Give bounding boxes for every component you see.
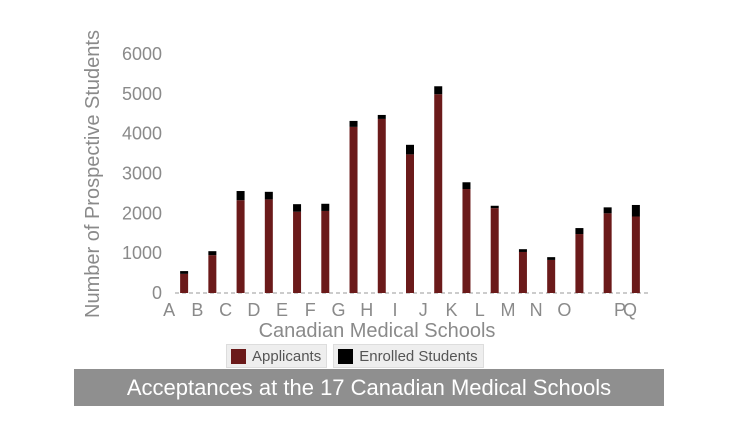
bar-enrolled [462, 182, 471, 190]
bar-applicants [180, 273, 189, 293]
bar-applicants [264, 199, 273, 293]
chart-title: Acceptances at the 17 Canadian Medical S… [74, 369, 664, 406]
bar-applicants [603, 213, 612, 293]
bar-enrolled [208, 251, 217, 256]
legend-item-enrolled: Enrolled Students [333, 344, 484, 368]
y-tick-label: 1000 [122, 243, 162, 263]
x-tick-label: J [419, 300, 428, 320]
x-tick-label: M [500, 300, 515, 320]
bar-enrolled [575, 228, 584, 235]
bar-enrolled [603, 207, 612, 214]
bar-applicants [377, 118, 386, 293]
y-tick-label: 0 [152, 283, 162, 303]
x-tick-label: B [191, 300, 203, 320]
bar-enrolled [180, 271, 189, 274]
x-tick-label: D [247, 300, 260, 320]
bar-applicants [575, 234, 584, 293]
y-tick-label: 5000 [122, 84, 162, 104]
x-axis-label: Canadian Medical Schools [259, 320, 496, 342]
bar-enrolled [490, 205, 499, 209]
y-axis-ticks: 0 1000 2000 3000 4000 5000 6000 [122, 44, 162, 303]
bar-enrolled [349, 120, 358, 127]
x-tick-label: H [360, 300, 373, 320]
bar-applicants [208, 255, 217, 293]
legend-item-applicants: Applicants [226, 344, 328, 368]
bar-enrolled [377, 114, 386, 119]
legend-swatch-enrolled [338, 348, 354, 364]
y-tick-label: 3000 [122, 164, 162, 184]
x-tick-label: C [219, 300, 232, 320]
x-axis-ticks: A B C D E F G H I J K L M N O PQ [163, 300, 637, 320]
legend: Applicants Enrolled Students [226, 344, 484, 368]
x-tick-label: L [475, 300, 485, 320]
x-tick-label: G [332, 300, 346, 320]
legend-swatch-applicants [231, 348, 246, 364]
bar-applicants [490, 208, 499, 293]
bar-enrolled [547, 257, 556, 260]
bar-enrolled [264, 191, 273, 200]
bar-enrolled [236, 191, 245, 201]
x-tick-label: N [530, 300, 543, 320]
x-tick-label: E [276, 300, 288, 320]
y-tick-label: 4000 [122, 124, 162, 144]
legend-label-enrolled: Enrolled Students [359, 347, 478, 365]
x-tick-label: F [305, 300, 316, 320]
y-tick-label: 6000 [122, 44, 162, 64]
x-tick-label: P [614, 300, 626, 320]
bar-applicants [434, 94, 443, 294]
x-tick-label: A [163, 300, 175, 320]
legend-label-applicants: Applicants [252, 347, 322, 365]
bar-enrolled [631, 204, 640, 217]
bar-enrolled [321, 203, 330, 211]
bar-applicants [349, 126, 358, 294]
x-tick-label: I [392, 300, 397, 320]
bar-enrolled [293, 204, 302, 212]
bar-applicants [406, 154, 414, 293]
bar-enrolled [434, 86, 443, 95]
bar-enrolled [518, 249, 527, 252]
bar-enrolled [406, 144, 414, 155]
bar-applicants [631, 216, 640, 293]
bar-applicants [462, 189, 471, 293]
x-tick-label: O [557, 300, 571, 320]
y-tick-label: 2000 [122, 203, 162, 223]
y-axis-label: Number of Prospective Students [82, 30, 104, 318]
bars [180, 86, 640, 294]
x-tick-label: Q [623, 300, 637, 320]
x-tick-label: K [445, 300, 457, 320]
bar-applicants [236, 200, 245, 293]
bar-applicants [321, 210, 330, 293]
bar-applicants [518, 251, 527, 293]
bar-applicants [547, 259, 556, 293]
bar-applicants [293, 211, 302, 293]
